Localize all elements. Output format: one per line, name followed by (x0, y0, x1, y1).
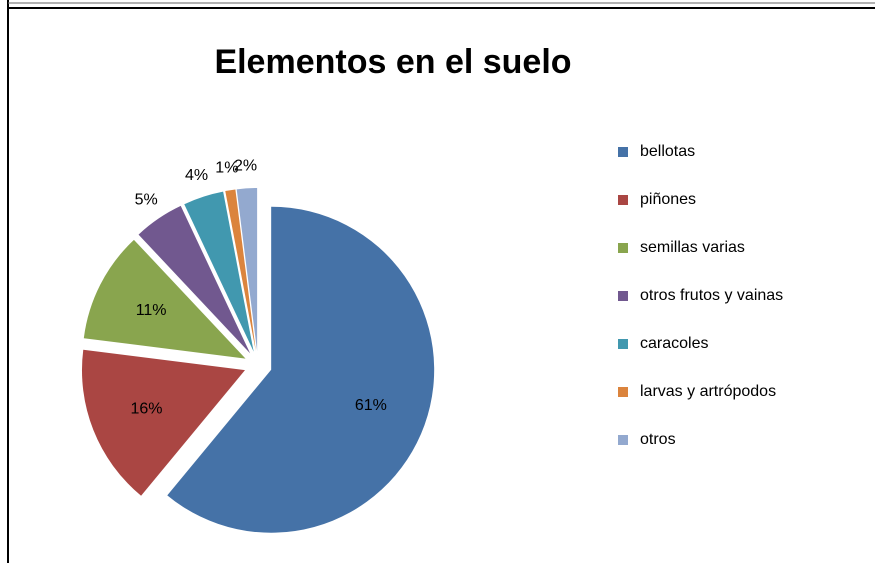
data-label: 16% (130, 400, 162, 417)
pie-slice (225, 189, 256, 352)
data-label: 1% (215, 160, 238, 177)
legend-swatch (618, 147, 628, 157)
data-label: 11% (136, 302, 167, 319)
data-label: 2% (234, 158, 257, 175)
legend-label: semillas varias (640, 239, 745, 256)
pie-slice (167, 206, 435, 533)
pie-slice (138, 205, 251, 354)
legend-swatch (618, 291, 628, 301)
pie-slice (184, 191, 254, 352)
legend-label: otros (640, 431, 676, 448)
data-label: 5% (135, 192, 158, 209)
legend-swatch (618, 387, 628, 397)
legend-label: otros frutos y vainas (640, 287, 783, 304)
data-label: 4% (185, 167, 208, 184)
chart-title: Elementos en el suelo (214, 43, 571, 81)
legend-label: caracoles (640, 335, 708, 352)
legend-swatch (618, 243, 628, 253)
legend-label: bellotas (640, 143, 695, 160)
pie-slice (83, 239, 246, 359)
legend-swatch (618, 339, 628, 349)
legend-swatch (618, 435, 628, 445)
legend-label: piñones (640, 191, 696, 208)
pie-slice (81, 349, 245, 496)
pie-slice (236, 188, 258, 352)
data-label: 61% (355, 397, 387, 414)
legend-label: larvas y artrópodos (640, 383, 776, 400)
legend-swatch (618, 195, 628, 205)
